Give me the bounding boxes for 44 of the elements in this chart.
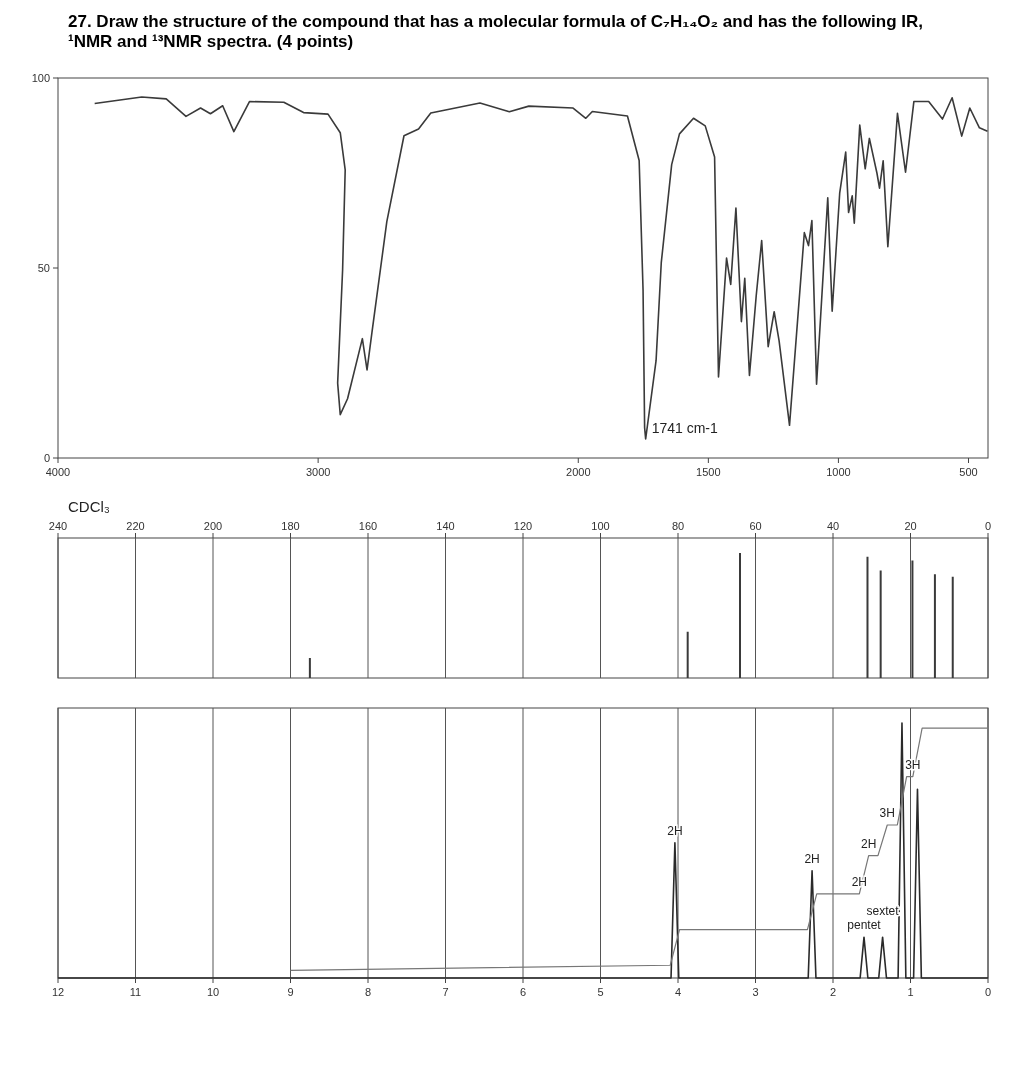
x-tick-label: 6 <box>519 986 527 998</box>
x-tick-label: 4000 <box>45 466 71 478</box>
x-tick-label: 60 <box>749 520 762 532</box>
annotation: 2H <box>860 836 877 851</box>
x-tick-label: 3000 <box>305 466 331 478</box>
x-tick-label: 140 <box>436 520 455 532</box>
y-tick-label: 0 <box>43 452 50 464</box>
x-tick-label: 100 <box>591 520 610 532</box>
x-tick-label: 10 <box>206 986 220 998</box>
annotation: 2H <box>851 874 868 889</box>
y-tick-label: 100 <box>31 72 50 84</box>
chart-title: 27. Draw the structure of the compound that has a molecular formula of C₇H₁₄O₂ and has the following IR, ¹NMR and ¹³NMR spectra. (4 points) <box>67 11 925 53</box>
annotation: 2H <box>804 851 820 866</box>
annotation: 1741 cm-1 <box>651 420 719 436</box>
text: CDCl₃ <box>68 498 110 515</box>
x-tick-label: 1500 <box>696 466 721 478</box>
x-tick-label: 0 <box>984 520 992 532</box>
x-tick-label: 12 <box>51 986 65 998</box>
x-tick-label: 2 <box>829 986 837 998</box>
x-tick-label: 7 <box>442 986 449 998</box>
annotation: pentet <box>847 918 882 933</box>
x-tick-label: 40 <box>826 520 840 532</box>
annotation: 3H <box>879 806 895 820</box>
x-tick-label: 80 <box>671 520 685 532</box>
x-tick-label: 4 <box>674 986 682 998</box>
x-tick-label: 1 <box>907 986 914 998</box>
x-tick-label: 200 <box>203 520 223 532</box>
x-tick-label: 500 <box>959 466 978 478</box>
x-tick-label: 20 <box>904 520 917 532</box>
x-tick-label: 9 <box>287 986 294 998</box>
x-tick-label: 11 <box>129 986 142 998</box>
x-tick-label: 120 <box>513 520 533 532</box>
x-tick-label: 160 <box>358 520 378 532</box>
y-tick-label: 50 <box>37 262 50 274</box>
x-tick-label: 8 <box>364 986 372 998</box>
annotation: 2H <box>667 823 683 838</box>
x-tick-label: 180 <box>281 520 300 532</box>
x-tick-label: 0 <box>984 986 992 998</box>
x-tick-label: 5 <box>597 986 604 998</box>
x-tick-label: 3 <box>752 986 759 998</box>
x-tick-label: 220 <box>126 520 145 532</box>
x-tick-label: 2000 <box>566 466 591 478</box>
x-tick-label: 240 <box>48 520 68 532</box>
x-tick-label: 1000 <box>826 466 851 478</box>
